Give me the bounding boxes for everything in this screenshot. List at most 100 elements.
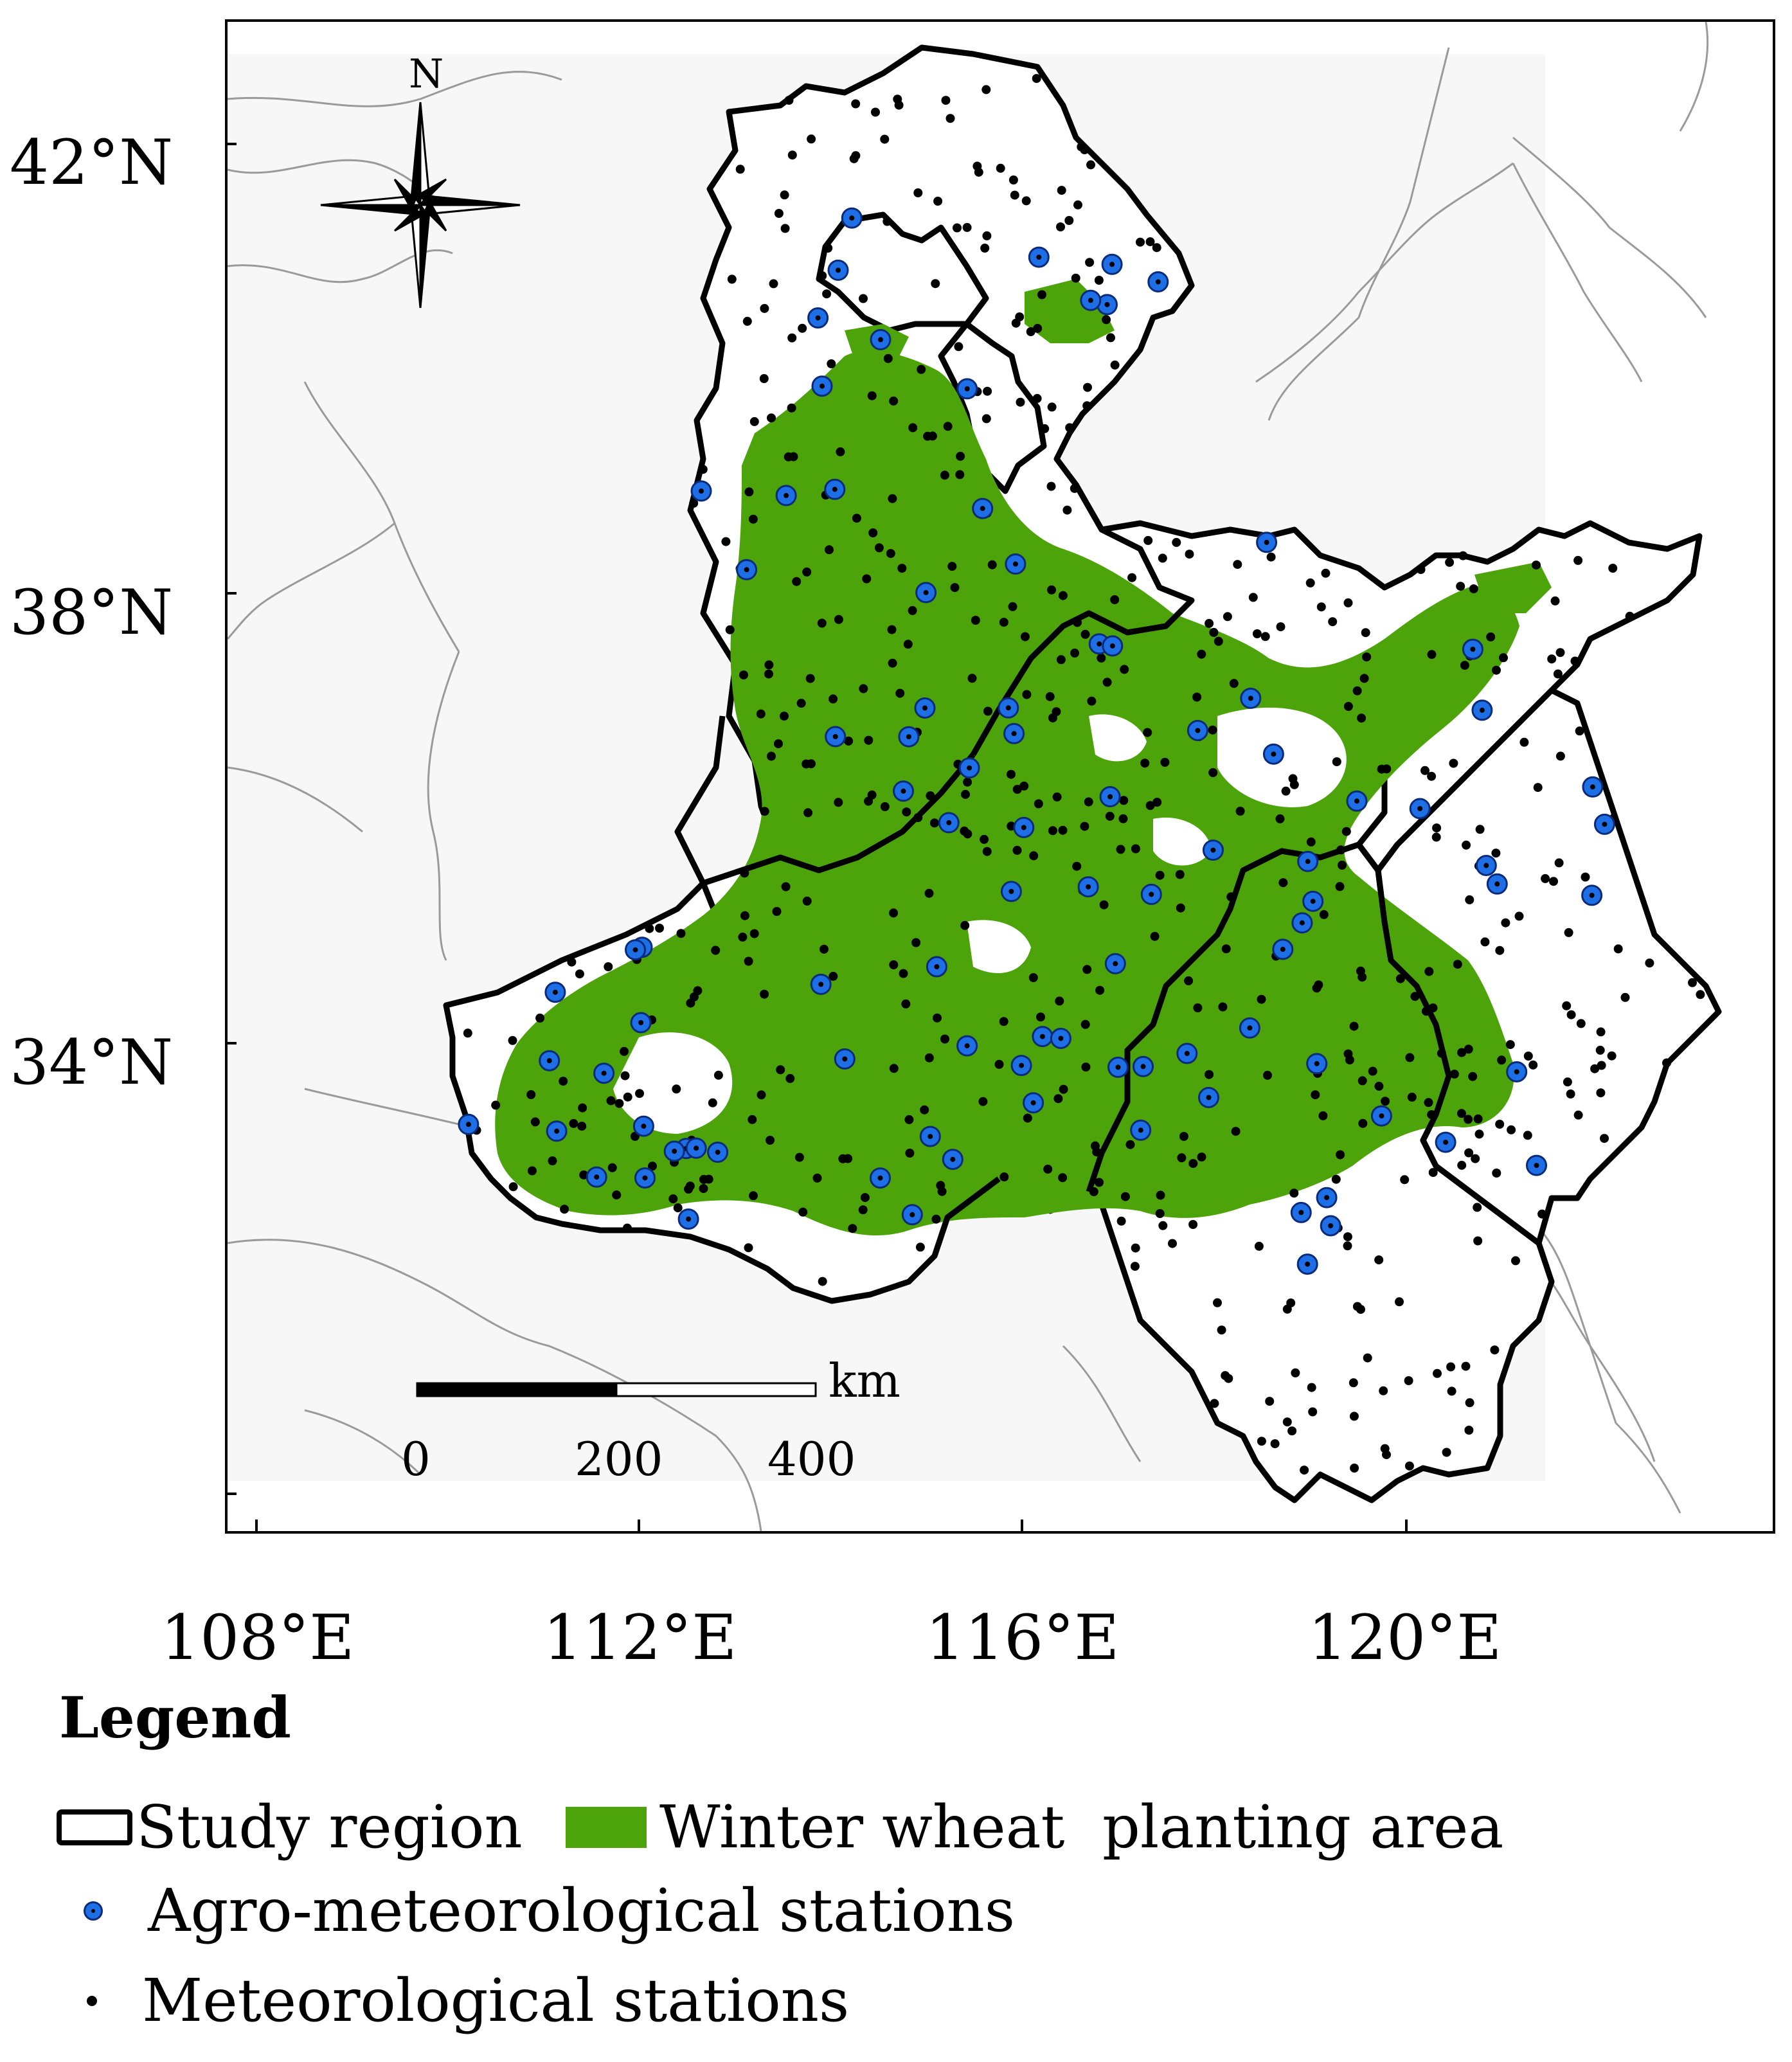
meteorological-station-dot: [1596, 1027, 1606, 1037]
meteorological-station-dot: [1362, 652, 1372, 662]
meteorological-station-dot: [953, 223, 962, 233]
meteorological-station-dot: [1456, 1109, 1466, 1118]
meteorological-station-dot: [760, 303, 769, 313]
meteorological-station-dot: [744, 1243, 753, 1253]
meteorological-station-dot: [1287, 1426, 1297, 1436]
meteorological-station-dot: [1168, 1239, 1177, 1248]
agro-meteorological-station-marker: [1003, 722, 1025, 744]
agro-meteorological-station-marker: [1000, 881, 1022, 902]
meteorological-station-dot: [1012, 785, 1022, 794]
agro-meteorological-station-marker: [942, 1149, 963, 1170]
meteorological-station-dot: [940, 1034, 949, 1044]
legend-label-met-stations: Meteorological stations: [142, 1966, 850, 2036]
meteorological-station-dot: [1357, 1076, 1367, 1086]
meteorological-station-dot: [911, 938, 921, 947]
meteorological-station-dot: [1427, 771, 1437, 781]
meteorological-station-dot: [1573, 555, 1583, 565]
agro-meteorological-station-marker: [685, 1137, 707, 1159]
meteorological-station-dot: [708, 1098, 717, 1107]
meteorological-station-dot: [1374, 1255, 1384, 1265]
meteorological-station-dot: [980, 244, 990, 253]
meteorological-station-dot: [1197, 1152, 1206, 1162]
meteorological-station-dot: [1566, 1089, 1575, 1098]
meteorological-station-dot: [1248, 593, 1258, 602]
meteorological-station-dot: [1176, 903, 1185, 913]
agro-meteorological-station-marker: [1240, 687, 1262, 709]
meteorological-station-dot: [1321, 568, 1331, 578]
meteorological-station-dot: [1570, 656, 1580, 666]
meteorological-station-dot: [1217, 1325, 1226, 1335]
meteorological-station-dot: [798, 323, 807, 333]
meteorological-station-dot: [1537, 1209, 1547, 1219]
agro-meteorological-station-marker: [546, 1120, 568, 1142]
meteorological-station-dot: [578, 1103, 587, 1113]
meteorological-station-dot: [749, 417, 759, 426]
meteorological-station-dot: [1037, 290, 1046, 300]
meteorological-station-dot: [1095, 1178, 1104, 1187]
meteorological-station-dot: [1410, 992, 1420, 1001]
agro-meteorological-station-marker: [1316, 1187, 1338, 1208]
meteorological-station-dot: [1033, 323, 1043, 333]
agro-meteorological-station-marker: [807, 307, 829, 329]
agro-meteorological-station-marker: [1581, 884, 1603, 906]
meteorological-station-dot: [1457, 1160, 1467, 1170]
meteorological-station-dot: [1469, 584, 1478, 594]
agro-meteorological-station-marker: [1028, 246, 1050, 268]
meteorological-station-dot: [862, 574, 872, 584]
meteorological-station-dot: [1282, 1304, 1292, 1314]
meteorological-station-dot: [776, 1065, 785, 1075]
meteorological-station-dot: [859, 294, 868, 303]
meteorological-station-dot: [1233, 560, 1242, 569]
legend-item-met-stations: Meteorological stations: [87, 1967, 849, 2031]
meteorological-station-dot: [1158, 1221, 1168, 1230]
agro-meteorological-station-marker: [775, 485, 797, 507]
meteorological-station-dot: [623, 1092, 632, 1102]
meteorological-station-dot: [1150, 931, 1160, 941]
meteorological-station-dot: [1358, 1118, 1368, 1128]
meteorological-station-dot: [1094, 276, 1104, 285]
lat-label-38: 38°N: [10, 577, 174, 649]
meteorological-station-dot: [1065, 423, 1075, 433]
meteorological-station-dot: [1099, 900, 1109, 910]
meteorological-station-dot: [1620, 992, 1630, 1002]
meteorological-station-dot: [883, 354, 893, 363]
meteorological-station-dot: [943, 422, 953, 431]
meteorological-station-dot: [1040, 424, 1050, 433]
agro-meteorological-station-marker: [1296, 1253, 1318, 1275]
meteorological-station-dot: [1336, 845, 1346, 855]
meteorological-station-dot: [1119, 796, 1129, 805]
meteorological-station-dot: [905, 1149, 915, 1158]
meteorological-station-dot: [713, 1070, 723, 1080]
meteorological-station-dot: [527, 1166, 537, 1176]
meteorological-station-dot: [823, 244, 833, 253]
meteorological-station-dot: [1023, 1113, 1032, 1123]
meteorological-station-dot: [1257, 994, 1266, 1004]
meteorological-station-dot: [535, 1013, 545, 1023]
meteorological-station-dot: [994, 1059, 1004, 1069]
meteorological-station-dot: [1645, 958, 1654, 968]
meteorological-station-dot: [1071, 273, 1080, 283]
meteorological-station-dot: [895, 688, 905, 698]
agro-meteorological-station-marker: [919, 1125, 941, 1147]
meteorological-station-dot: [1087, 696, 1097, 706]
agro-meteorological-station-marker: [1140, 883, 1162, 905]
meteorological-station-dot: [760, 989, 769, 999]
meteorological-station-dot: [567, 957, 577, 967]
meteorological-station-dot: [1563, 1077, 1572, 1087]
agro-meteorological-station-marker: [958, 757, 980, 779]
meteorological-station-dot: [767, 413, 776, 423]
meteorological-station-dot: [744, 956, 753, 966]
agro-meteorological-station-marker: [898, 726, 920, 748]
meteorological-station-dot: [961, 789, 970, 799]
meteorological-station-dot: [1541, 874, 1550, 883]
agro-meteorological-station-marker: [1050, 1028, 1071, 1049]
meteorological-station-dot: [962, 222, 972, 232]
meteorological-station-dot: [1021, 196, 1031, 206]
meteorological-station-dot: [1562, 1001, 1572, 1010]
meteorological-station-dot: [1073, 618, 1082, 627]
meteorological-station-dot: [526, 1090, 536, 1099]
meteorological-station-dot: [827, 359, 836, 368]
agro-meteorological-station-marker: [1302, 890, 1324, 912]
meteorological-station-dot: [1404, 1376, 1413, 1385]
agro-meteorological-station-marker: [1409, 798, 1431, 820]
